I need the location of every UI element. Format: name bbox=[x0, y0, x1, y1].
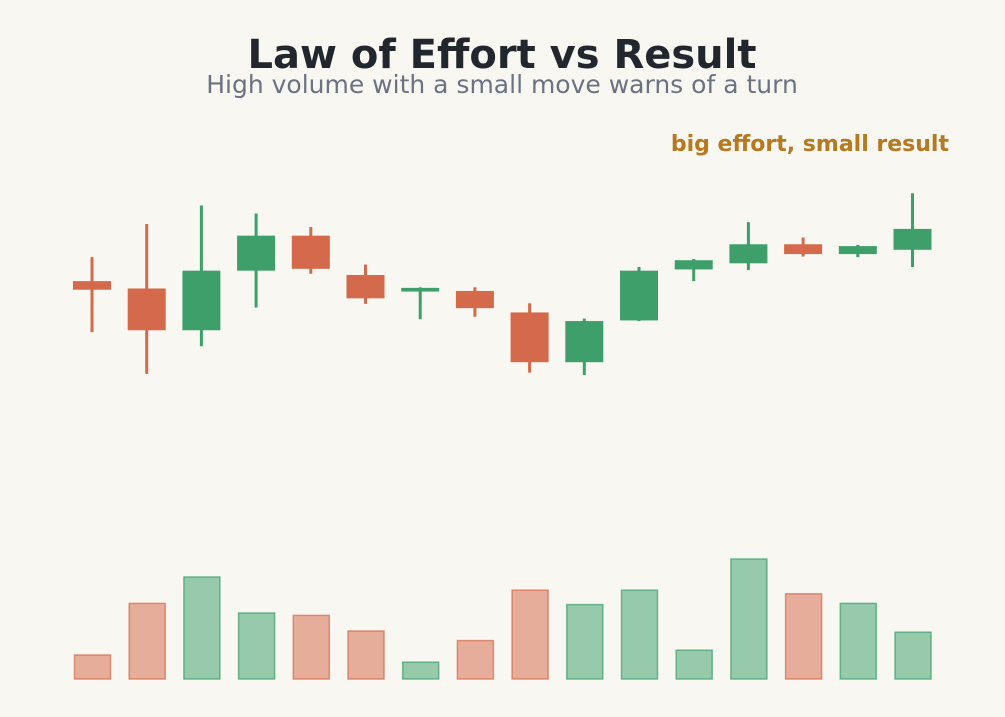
price-panel bbox=[73, 193, 932, 376]
candle-body bbox=[838, 246, 877, 255]
volume-bar bbox=[839, 602, 878, 680]
candle-body bbox=[620, 270, 658, 321]
candle-body bbox=[401, 287, 440, 292]
candle-body bbox=[510, 312, 549, 363]
volume-bar bbox=[894, 631, 932, 680]
volume-bar bbox=[237, 612, 276, 680]
candle-body bbox=[291, 235, 330, 269]
candle-body bbox=[784, 244, 823, 255]
candle-body bbox=[237, 235, 276, 271]
candle-body bbox=[346, 274, 385, 299]
volume-bar bbox=[401, 661, 440, 680]
candle-body bbox=[455, 290, 494, 309]
candle-body bbox=[73, 281, 111, 290]
volume-bar bbox=[511, 589, 549, 680]
volume-bar bbox=[128, 602, 166, 680]
candle-body bbox=[182, 270, 221, 331]
volume-bar bbox=[183, 576, 221, 680]
annotation-label: big effort, small result bbox=[671, 132, 950, 157]
volume-panel bbox=[73, 558, 932, 680]
candle-body bbox=[565, 321, 604, 363]
candle-body bbox=[674, 260, 713, 270]
chart-subtitle: High volume with a small move warns of a… bbox=[206, 70, 798, 99]
volume-bar bbox=[730, 558, 768, 680]
candle-body bbox=[729, 244, 768, 264]
chart-title: Law of Effort vs Result bbox=[247, 32, 756, 78]
candle-body bbox=[893, 228, 932, 250]
candle-body bbox=[127, 288, 166, 331]
volume-bar bbox=[784, 593, 823, 680]
volume-bar bbox=[347, 630, 385, 680]
volume-bar bbox=[566, 603, 604, 680]
volume-bar bbox=[456, 639, 495, 680]
volume-bar bbox=[292, 614, 331, 680]
volume-bar bbox=[73, 654, 112, 680]
volume-bar bbox=[620, 589, 659, 680]
volume-bar bbox=[675, 649, 713, 680]
